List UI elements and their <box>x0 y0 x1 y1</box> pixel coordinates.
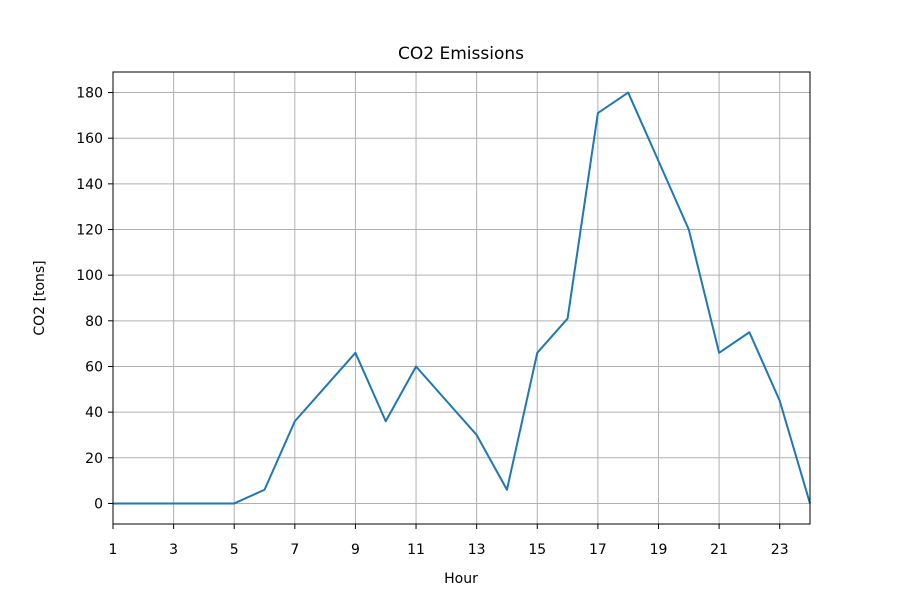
x-axis-label: Hour <box>444 571 478 587</box>
y-tick-label: 60 <box>85 359 103 375</box>
x-tick-label: 19 <box>650 542 668 558</box>
data-point <box>385 420 387 422</box>
data-point <box>476 434 478 436</box>
plot-area <box>113 72 810 524</box>
data-point <box>748 331 750 333</box>
data-point <box>354 352 356 354</box>
grid <box>112 72 810 524</box>
x-tick-label: 3 <box>169 542 178 558</box>
y-tick-label: 160 <box>76 131 103 147</box>
x-tick-label: 9 <box>351 542 360 558</box>
x-tick-label: 15 <box>528 542 546 558</box>
y-tick-label: 120 <box>76 223 103 239</box>
x-tick-label: 13 <box>468 542 486 558</box>
y-axis: 0 20 40 60 80 100 120 140 160 180 <box>76 86 113 512</box>
series-line <box>113 91 811 505</box>
x-axis: 1 3 5 7 9 11 13 15 17 19 21 23 <box>109 524 789 558</box>
data-point <box>173 502 175 504</box>
x-tick-label: 17 <box>589 542 607 558</box>
x-tick-label: 7 <box>290 542 299 558</box>
plot-frame <box>112 71 811 525</box>
data-point <box>142 502 144 504</box>
data-point <box>203 502 205 504</box>
y-tick-label: 40 <box>85 405 103 421</box>
chart-title: CO2 Emissions <box>398 44 524 64</box>
data-point <box>718 352 720 354</box>
x-tick-label: 1 <box>109 542 118 558</box>
data-point <box>233 502 235 504</box>
data-point <box>779 400 781 402</box>
data-point <box>264 489 266 491</box>
data-point <box>445 400 447 402</box>
data-point <box>506 489 508 491</box>
data-point <box>627 92 629 94</box>
y-tick-label: 20 <box>85 451 103 467</box>
data-point <box>567 318 569 320</box>
data-point <box>415 365 417 367</box>
y-tick-label: 0 <box>94 496 103 512</box>
data-point <box>657 160 659 162</box>
y-tick-label: 80 <box>85 314 103 330</box>
y-tick-label: 180 <box>76 86 103 102</box>
y-tick-label: 140 <box>76 177 103 193</box>
data-point <box>294 420 296 422</box>
data-point <box>536 352 538 354</box>
y-axis-label: CO2 [tons] <box>32 260 48 335</box>
data-point <box>597 112 599 114</box>
y-tick-label: 100 <box>76 268 103 284</box>
series-layer <box>113 91 811 505</box>
data-point <box>688 229 690 231</box>
x-tick-label: 11 <box>407 542 425 558</box>
x-tick-label: 21 <box>710 542 728 558</box>
x-tick-label: 5 <box>230 542 239 558</box>
data-point <box>324 386 326 388</box>
x-tick-label: 23 <box>771 542 789 558</box>
